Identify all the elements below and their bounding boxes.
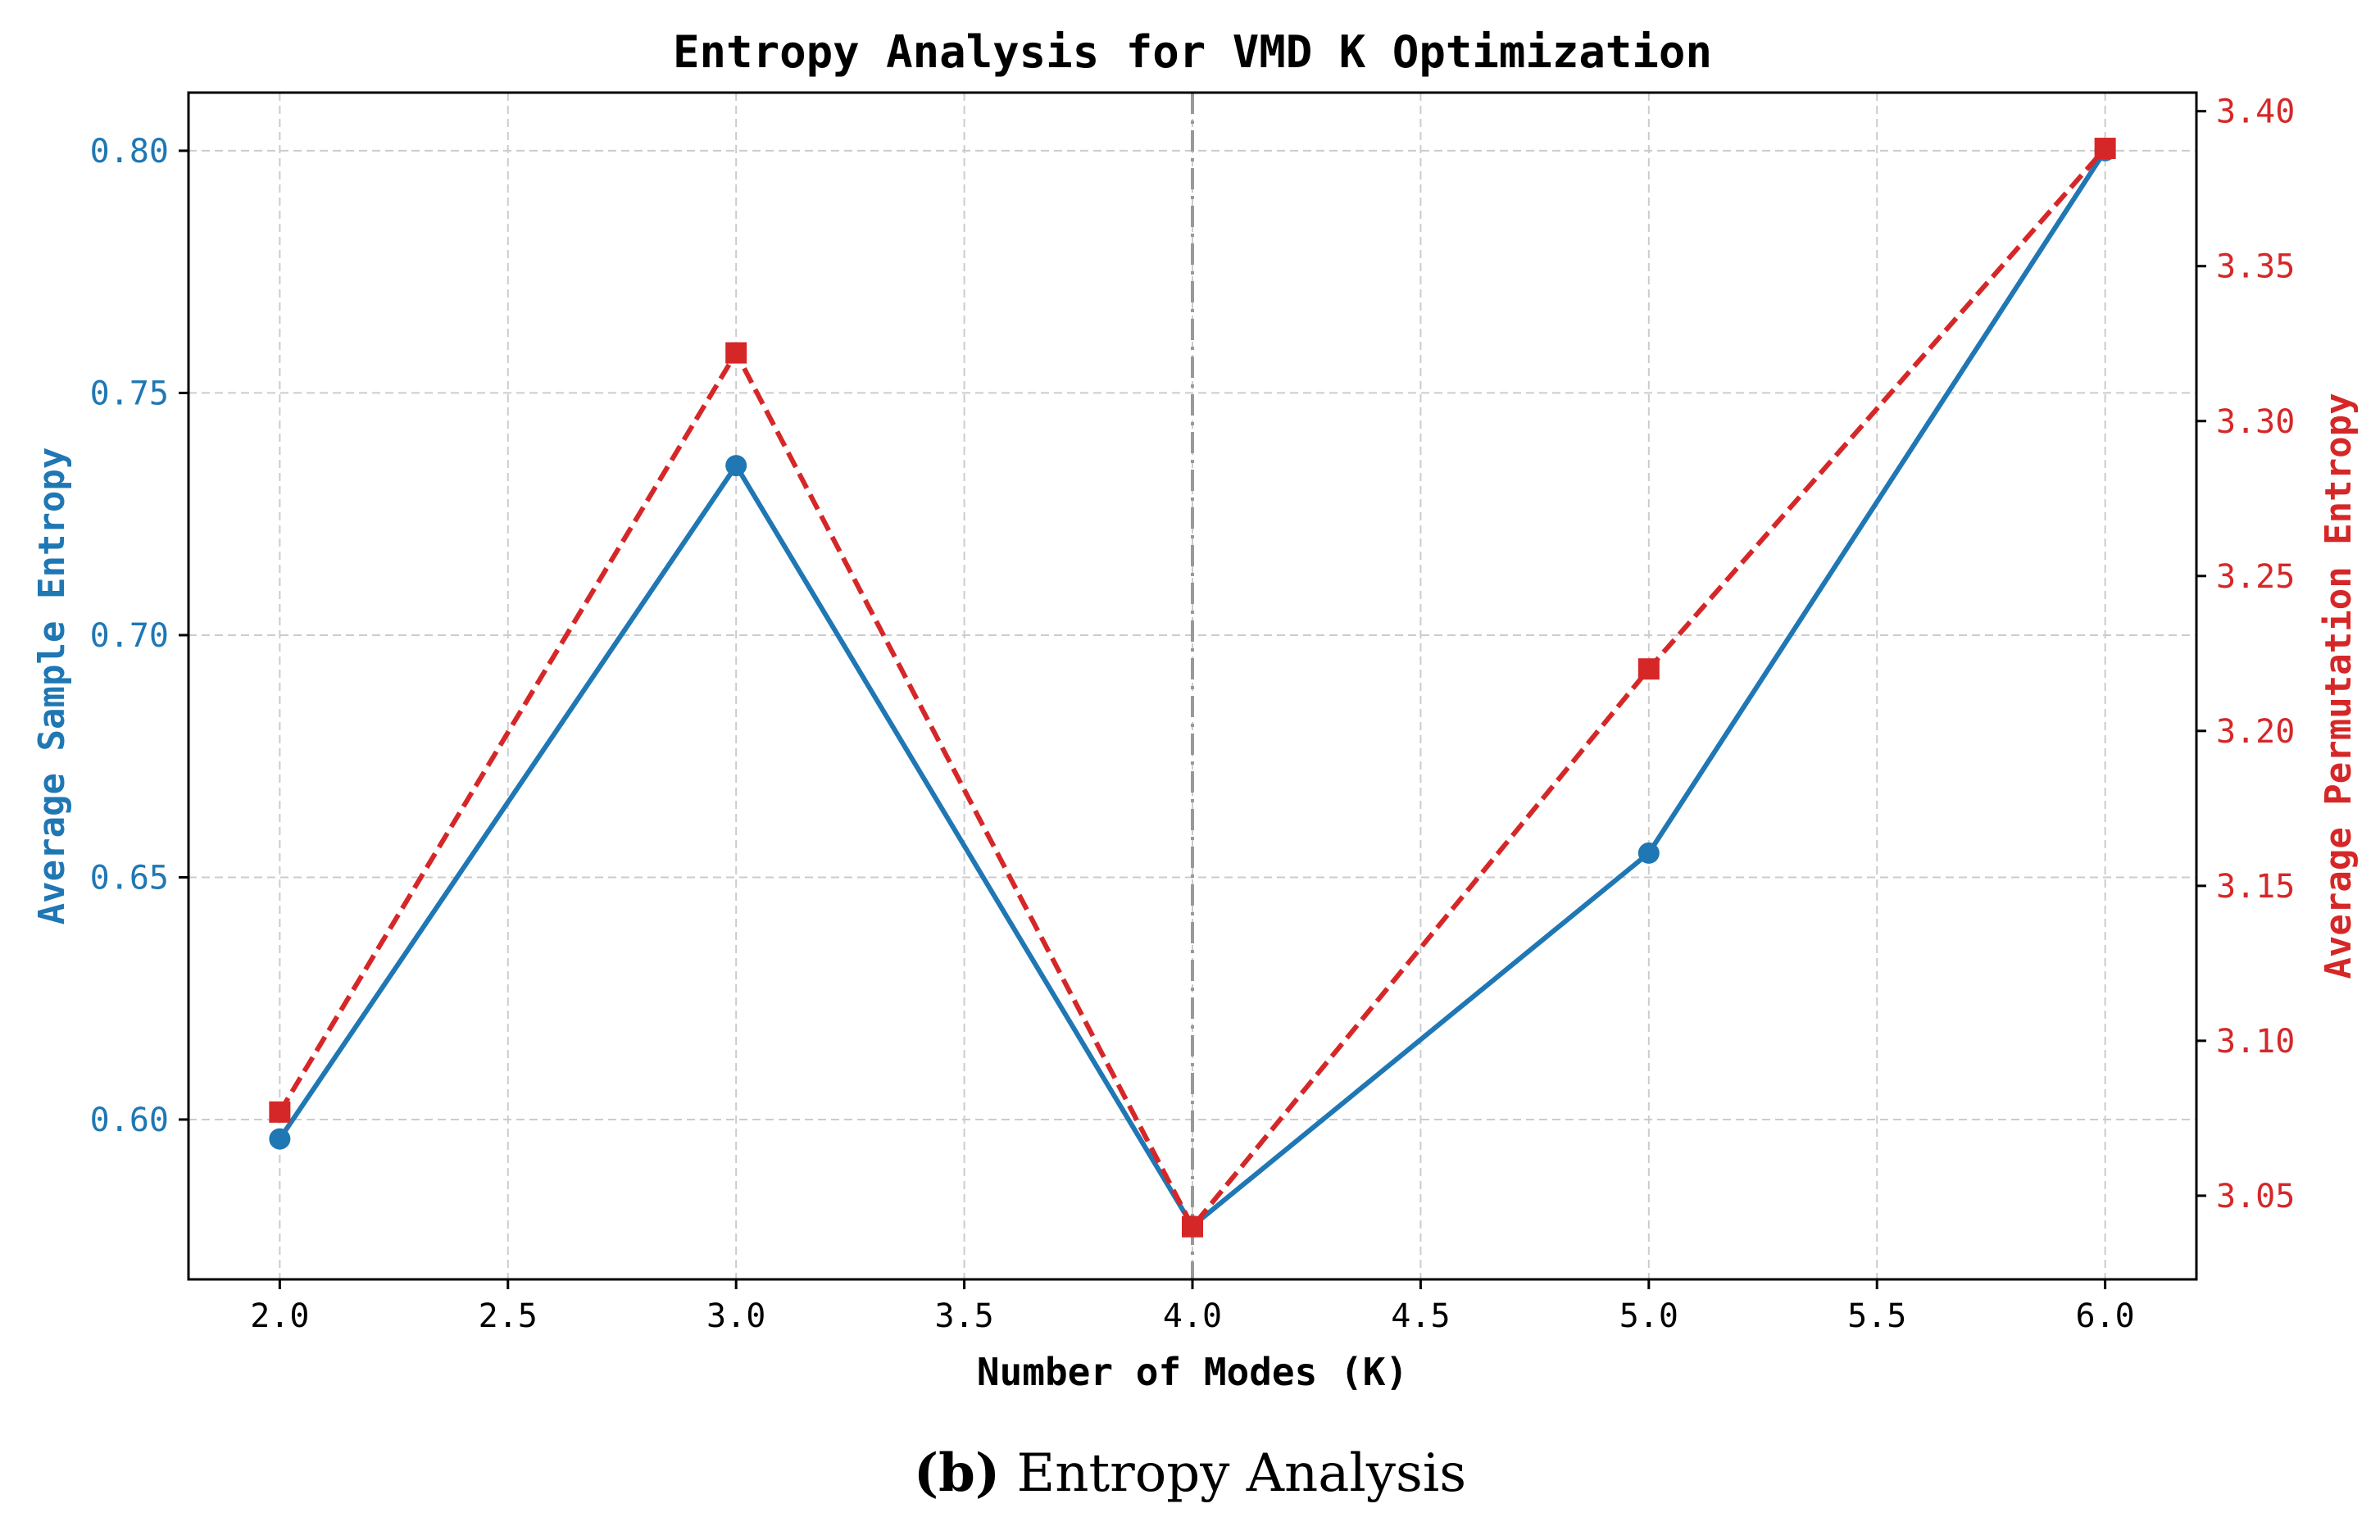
x-axis-label: Number of Modes (K): [977, 1350, 1408, 1394]
permutation-entropy-point: [1637, 658, 1660, 680]
left-y-tick-label: 0.75: [90, 375, 169, 412]
permutation-entropy-point: [725, 342, 747, 364]
permutation-entropy-point: [269, 1101, 291, 1123]
right-y-tick-label: 3.40: [2216, 93, 2295, 131]
x-tick-label: 2.5: [479, 1297, 538, 1335]
figure-caption: (b) Entropy Analysis: [0, 1442, 2380, 1504]
right-y-tick-label: 3.20: [2216, 713, 2295, 751]
right-y-tick-label: 3.05: [2216, 1178, 2295, 1215]
permutation-entropy-series: [269, 138, 2116, 1238]
left-y-tick-label: 0.65: [90, 859, 169, 897]
sample-entropy-point: [269, 1128, 291, 1150]
caption-text: Entropy Analysis: [1016, 1443, 1467, 1504]
permutation-entropy-point: [2094, 138, 2116, 160]
x-axis-ticks: 2.0 2.5 3.0 3.5 4.0 4.5 5.0 5.5 6.0: [250, 1279, 2135, 1335]
right-y-tick-label: 3.15: [2216, 868, 2295, 906]
right-y-tick-label: 3.25: [2216, 558, 2295, 596]
sample-entropy-point: [725, 455, 747, 477]
x-tick-label: 4.0: [1163, 1297, 1222, 1335]
x-tick-label: 3.0: [706, 1297, 765, 1335]
x-tick-label: 4.5: [1391, 1297, 1450, 1335]
x-tick-label: 2.0: [250, 1297, 309, 1335]
caption-label: (b): [913, 1442, 1001, 1504]
right-y-tick-label: 3.30: [2216, 403, 2295, 441]
left-y-axis-label: Average Sample Entropy: [31, 447, 73, 925]
x-tick-label: 3.5: [934, 1297, 993, 1335]
right-y-tick-label: 3.10: [2216, 1023, 2295, 1061]
permutation-entropy-point: [1182, 1215, 1203, 1238]
x-tick-label: 5.0: [1619, 1297, 1678, 1335]
left-y-tick-label: 0.80: [90, 133, 169, 170]
sample-entropy-point: [1637, 842, 1660, 864]
chart-title: Entropy Analysis for VMD K Optimization: [673, 26, 1712, 78]
left-y-tick-label: 0.60: [90, 1102, 169, 1139]
x-tick-label: 6.0: [2076, 1297, 2135, 1335]
right-y-axis-ticks: 3.05 3.10 3.15 3.20 3.25 3.30 3.35 3.40: [2196, 93, 2295, 1215]
right-y-tick-label: 3.35: [2216, 248, 2295, 286]
left-y-tick-label: 0.70: [90, 617, 169, 655]
right-y-axis-label: Average Permutation Entropy: [2318, 393, 2360, 979]
left-y-axis-ticks: 0.60 0.65 0.70 0.75 0.80: [90, 133, 188, 1139]
x-tick-label: 5.5: [1847, 1297, 1906, 1335]
